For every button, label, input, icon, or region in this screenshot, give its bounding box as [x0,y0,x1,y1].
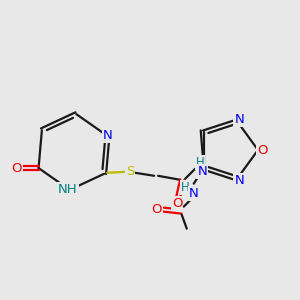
Text: H: H [182,181,190,194]
Text: O: O [11,162,22,175]
Text: N: N [103,129,112,142]
Text: H: H [196,156,205,169]
Text: O: O [172,197,182,210]
Text: N: N [189,187,199,200]
Text: N: N [234,174,244,187]
Text: S: S [126,165,134,178]
Text: NH: NH [58,183,77,196]
Text: N: N [197,165,207,178]
Text: O: O [152,203,162,216]
Text: N: N [234,113,244,126]
Text: O: O [257,143,267,157]
